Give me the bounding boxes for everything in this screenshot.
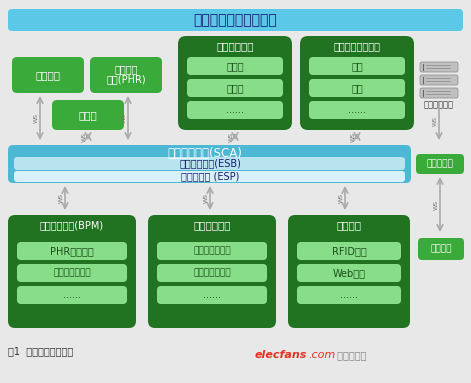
Text: .com: .com — [308, 350, 335, 360]
Text: ......: ...... — [63, 290, 81, 300]
FancyBboxPatch shape — [418, 238, 464, 260]
FancyBboxPatch shape — [52, 100, 124, 130]
Text: WS: WS — [203, 193, 209, 203]
Text: WS: WS — [33, 113, 39, 123]
FancyBboxPatch shape — [416, 154, 464, 174]
FancyBboxPatch shape — [420, 88, 458, 98]
FancyBboxPatch shape — [420, 75, 458, 85]
Text: Web认证: Web认证 — [333, 268, 365, 278]
Text: ......: ...... — [340, 290, 358, 300]
Text: 糖尿病: 糖尿病 — [226, 83, 244, 93]
FancyBboxPatch shape — [8, 145, 411, 183]
FancyBboxPatch shape — [309, 79, 405, 97]
Text: ......: ...... — [348, 105, 366, 115]
FancyBboxPatch shape — [309, 57, 405, 75]
Text: WS: WS — [228, 131, 234, 141]
Text: 服务适配器: 服务适配器 — [427, 159, 454, 169]
Text: 个人健康: 个人健康 — [114, 64, 138, 74]
FancyBboxPatch shape — [187, 79, 283, 97]
FancyBboxPatch shape — [187, 101, 283, 119]
Text: 业务流程管理(BPM): 业务流程管理(BPM) — [40, 220, 104, 230]
Text: ......: ...... — [226, 105, 244, 115]
FancyBboxPatch shape — [8, 215, 136, 328]
Text: elecfans: elecfans — [255, 350, 308, 360]
FancyBboxPatch shape — [187, 57, 283, 75]
Text: 伴征传感集成服务: 伴征传感集成服务 — [333, 41, 381, 51]
Text: 慢病管理服务: 慢病管理服务 — [216, 41, 254, 51]
Text: 高血压: 高血压 — [226, 61, 244, 71]
FancyBboxPatch shape — [17, 286, 127, 304]
FancyBboxPatch shape — [297, 286, 401, 304]
FancyBboxPatch shape — [14, 157, 405, 170]
FancyBboxPatch shape — [90, 57, 162, 93]
Text: WS: WS — [433, 200, 439, 210]
Text: 审计服务: 审计服务 — [430, 244, 452, 254]
FancyBboxPatch shape — [157, 286, 267, 304]
Text: 糖尿病治疗规则: 糖尿病治疗规则 — [193, 268, 231, 278]
Text: RFID认证: RFID认证 — [332, 246, 366, 256]
FancyBboxPatch shape — [157, 264, 267, 282]
Text: 事件流处理 (ESP): 事件流处理 (ESP) — [181, 172, 239, 182]
FancyBboxPatch shape — [309, 101, 405, 119]
Text: WS: WS — [350, 131, 356, 141]
Text: 糖尿病筛查流程: 糖尿病筛查流程 — [53, 268, 91, 278]
FancyBboxPatch shape — [297, 264, 401, 282]
Text: 其他服务系统: 其他服务系统 — [424, 100, 454, 110]
FancyBboxPatch shape — [288, 215, 410, 328]
Text: 血糖: 血糖 — [351, 61, 363, 71]
Text: PHR录入流程: PHR录入流程 — [50, 246, 94, 256]
Text: 慢病管理系统应用界面: 慢病管理系统应用界面 — [193, 13, 277, 27]
FancyBboxPatch shape — [12, 57, 84, 93]
FancyBboxPatch shape — [157, 242, 267, 260]
Text: WS: WS — [122, 113, 127, 123]
Text: 企业服务总线(ESB): 企业服务总线(ESB) — [179, 159, 241, 169]
Text: ......: ...... — [203, 290, 221, 300]
FancyBboxPatch shape — [420, 62, 458, 72]
Text: WS: WS — [432, 116, 438, 126]
FancyBboxPatch shape — [297, 242, 401, 260]
Text: 血压: 血压 — [351, 83, 363, 93]
FancyBboxPatch shape — [148, 215, 276, 328]
FancyBboxPatch shape — [17, 242, 127, 260]
Text: WS: WS — [58, 193, 64, 203]
FancyBboxPatch shape — [17, 264, 127, 282]
FancyBboxPatch shape — [14, 171, 405, 182]
Text: 循征医学: 循征医学 — [35, 70, 60, 80]
Text: 安全服务: 安全服务 — [336, 220, 362, 230]
FancyBboxPatch shape — [178, 36, 292, 130]
Text: 电子发烧友: 电子发烧友 — [334, 350, 366, 360]
Text: 药物库: 药物库 — [79, 110, 97, 120]
FancyBboxPatch shape — [300, 36, 414, 130]
Text: 图1  慢病管理系统架构: 图1 慢病管理系统架构 — [8, 346, 73, 356]
Text: WS: WS — [339, 193, 343, 203]
FancyBboxPatch shape — [8, 9, 463, 31]
Text: 服务组件架构(SCA): 服务组件架构(SCA) — [168, 147, 243, 159]
Text: 诊断决策服务: 诊断决策服务 — [193, 220, 231, 230]
Text: WS: WS — [81, 131, 87, 141]
Text: 糖尿病诊断规则: 糖尿病诊断规则 — [193, 247, 231, 255]
Text: 档案(PHR): 档案(PHR) — [106, 74, 146, 84]
